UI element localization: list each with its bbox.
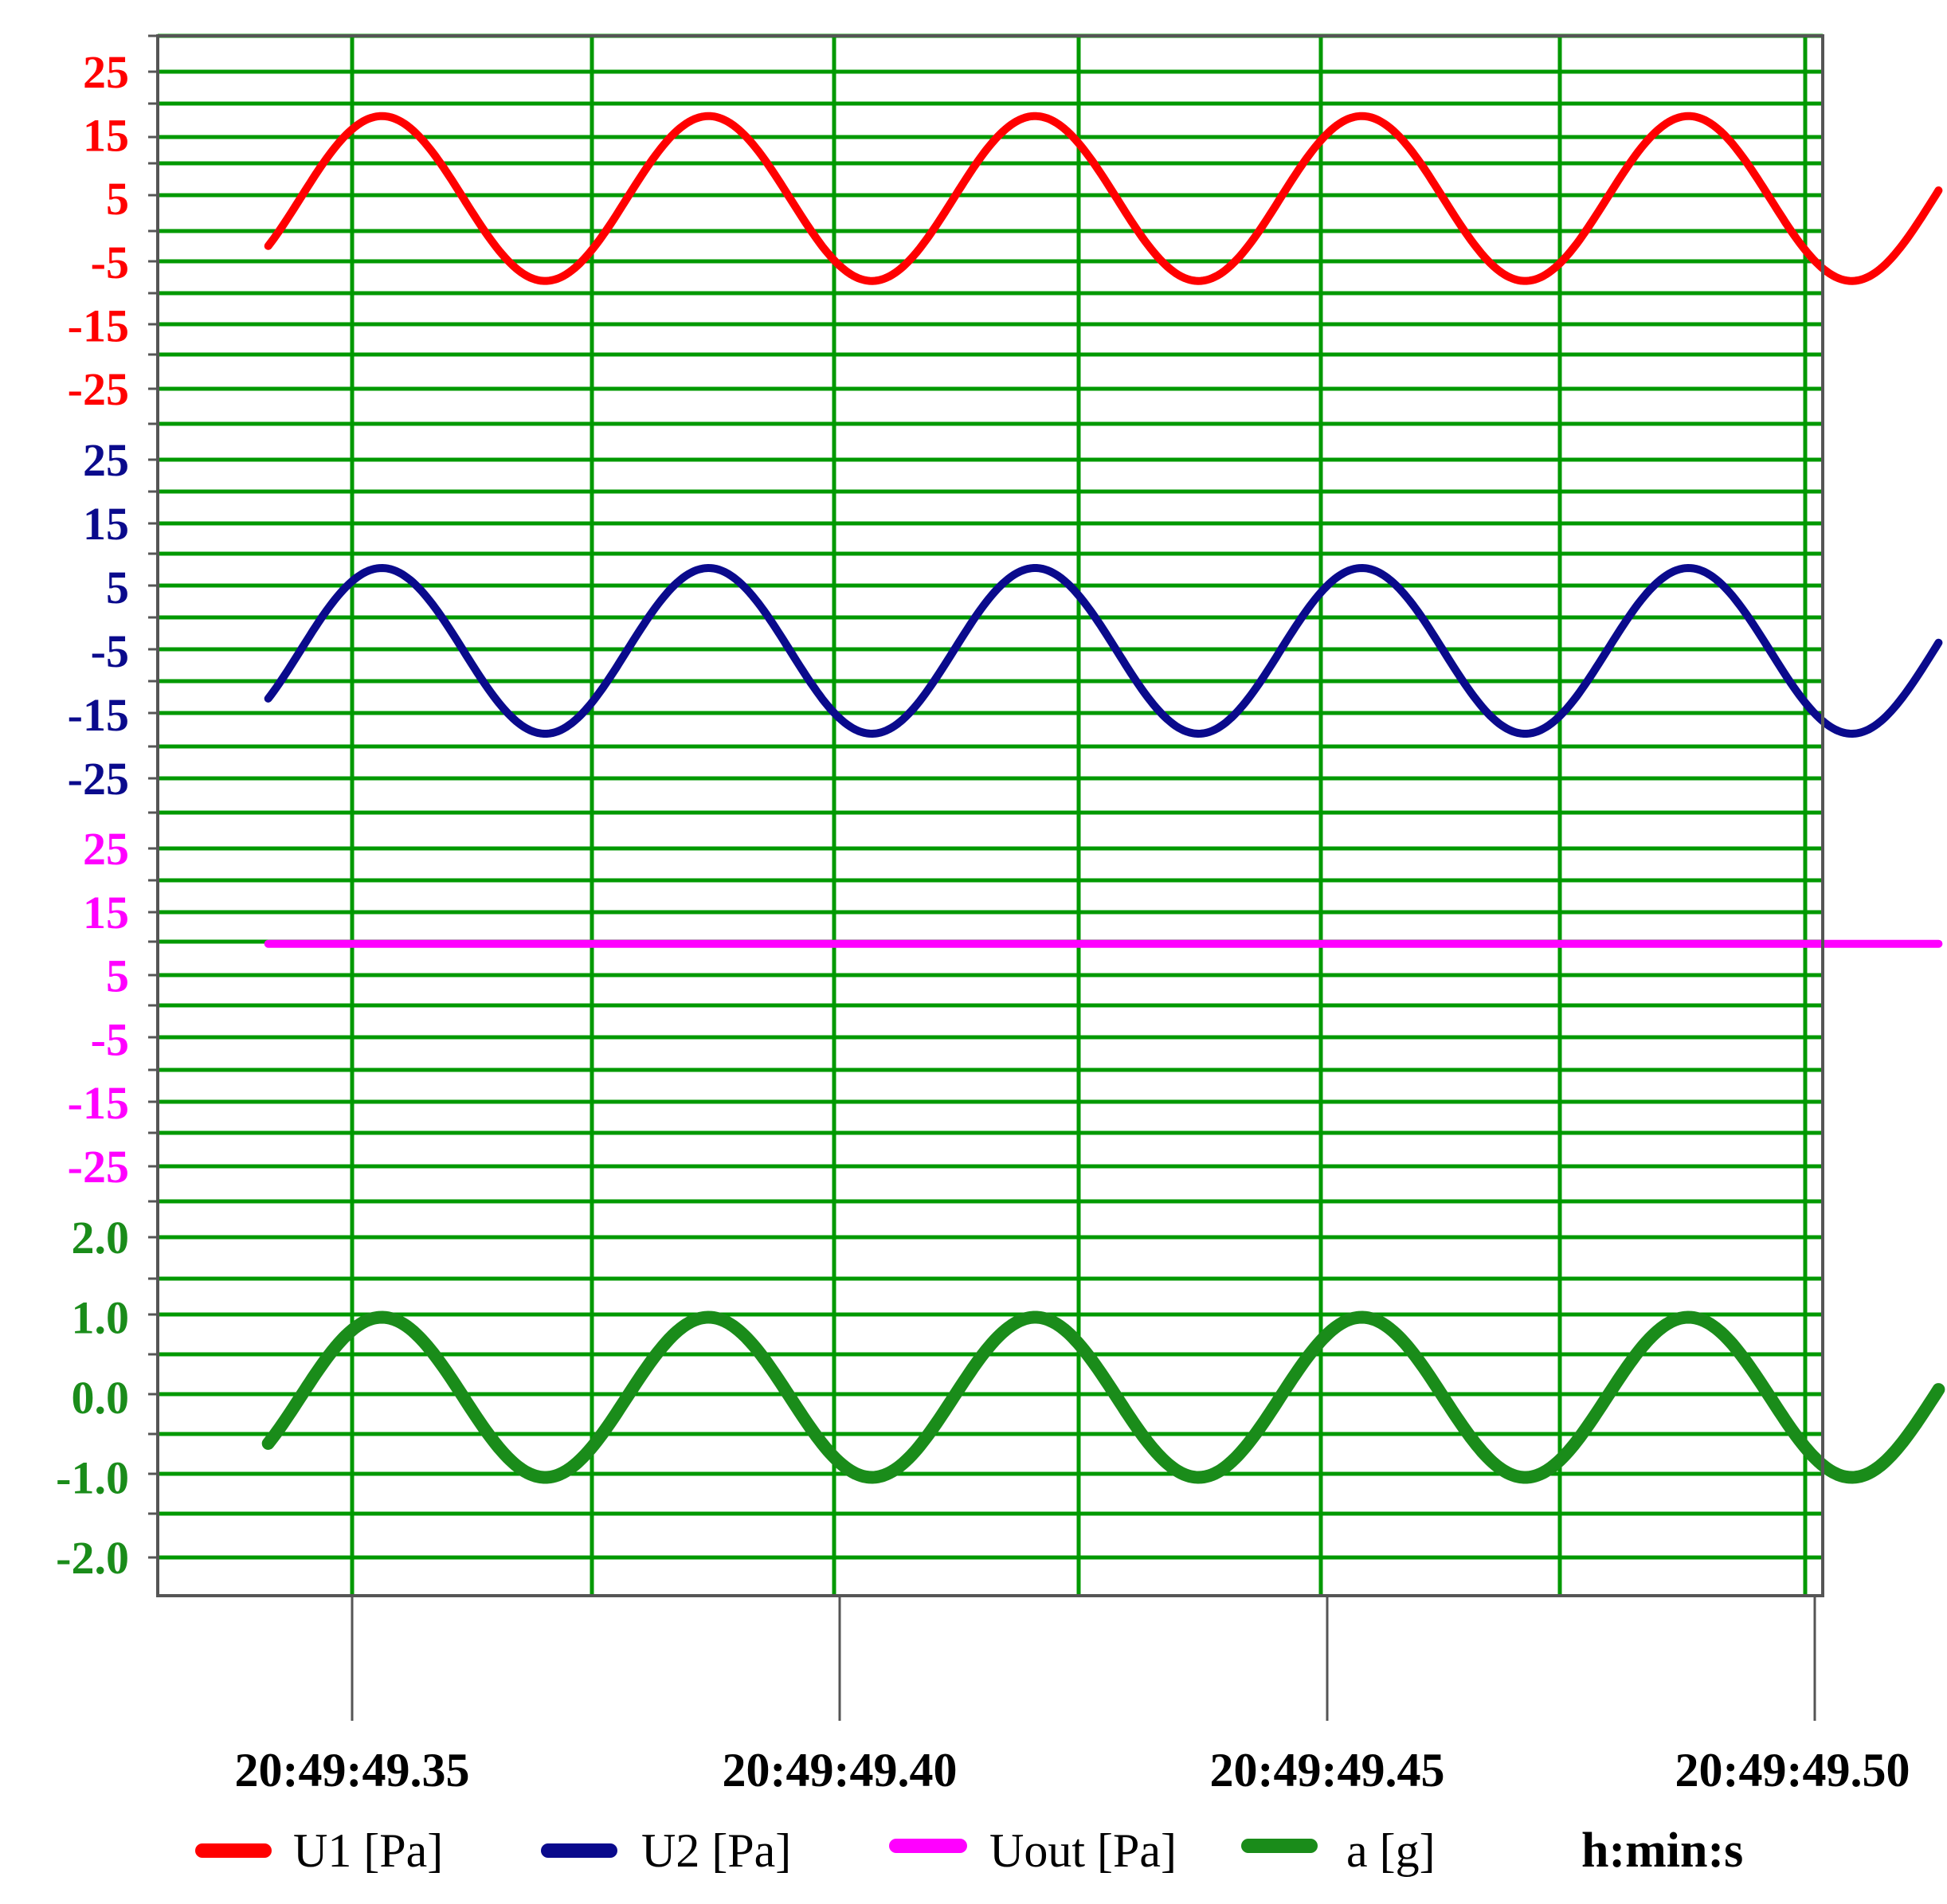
y-tick-label-u1: 5: [106, 173, 129, 225]
series-line-a: [261, 1310, 1945, 1484]
legend-item-u2: U2 [Pa]: [541, 1824, 791, 1877]
x-axis-unit-label: h:min:s: [1581, 1824, 1743, 1878]
legend-label-u1: U1 [Pa]: [293, 1824, 443, 1877]
y-tick-label-uout: -25: [68, 1141, 129, 1193]
legend-label-u2: U2 [Pa]: [641, 1824, 791, 1877]
y-tick-label-a: 1.0: [72, 1292, 130, 1344]
x-tick-label: 20:49:49.35: [235, 1744, 470, 1796]
x-tick-label: 20:49:49.45: [1210, 1744, 1445, 1796]
y-tick-label-u2: -25: [68, 753, 129, 805]
legend-label-a: a [g]: [1346, 1824, 1436, 1877]
y-tick-label-u1: 15: [83, 110, 129, 162]
y-tick-label-uout: -5: [91, 1013, 129, 1065]
legend: U1 [Pa] U2 [Pa] Uout [Pa] a [g] h:min:s: [195, 1824, 1743, 1878]
legend-item-a: a [g]: [1241, 1824, 1436, 1877]
y-tick-label-a: 0.0: [72, 1372, 130, 1424]
y-tick-labels: 25 15 5 -5 -15 -25 25 15 5 -5 -15 -25 25 15 5 -5 -15 -25 2…: [56, 46, 129, 1584]
y-tick-label-u2: 15: [83, 498, 129, 550]
y-tick-label-uout: -15: [68, 1077, 129, 1129]
plot-frame: [148, 34, 1824, 1597]
x-axis: 20:49:49.35 20:49:49.40 20:49:49.45 20:49:4…: [235, 1596, 1910, 1796]
y-tick-label-uout: 5: [106, 950, 129, 1002]
y-tick-label-u2: -15: [68, 689, 129, 741]
legend-label-uout: Uout [Pa]: [989, 1824, 1177, 1877]
series-line-u1: [264, 112, 1943, 285]
y-tick-label-u1: 25: [83, 46, 129, 98]
legend-item-uout: Uout [Pa]: [889, 1824, 1177, 1877]
legend-item-u1: U1 [Pa]: [195, 1824, 443, 1877]
y-tick-label-u2: 25: [83, 434, 129, 486]
y-tick-label-u1: -5: [91, 237, 129, 288]
y-tick-label-uout: 15: [83, 887, 129, 938]
series: [261, 112, 1945, 1484]
y-tick-label-u1: -15: [68, 300, 129, 351]
y-tick-label-a: -2.0: [56, 1532, 129, 1584]
plot-border: [156, 34, 1824, 1597]
y-tick-label-u2: 5: [106, 562, 129, 613]
x-tick-label: 20:49:49.50: [1675, 1744, 1910, 1796]
y-tick-label-a: 2.0: [72, 1212, 130, 1263]
y-tick-label-uout: 25: [83, 823, 129, 875]
y-tick-label-u2: -5: [91, 625, 129, 677]
y-tick-label-u1: -25: [68, 363, 129, 415]
x-tick-label: 20:49:49.40: [723, 1744, 958, 1796]
y-tick-label-a: -1.0: [56, 1452, 129, 1504]
series-line-u2: [264, 564, 1943, 738]
